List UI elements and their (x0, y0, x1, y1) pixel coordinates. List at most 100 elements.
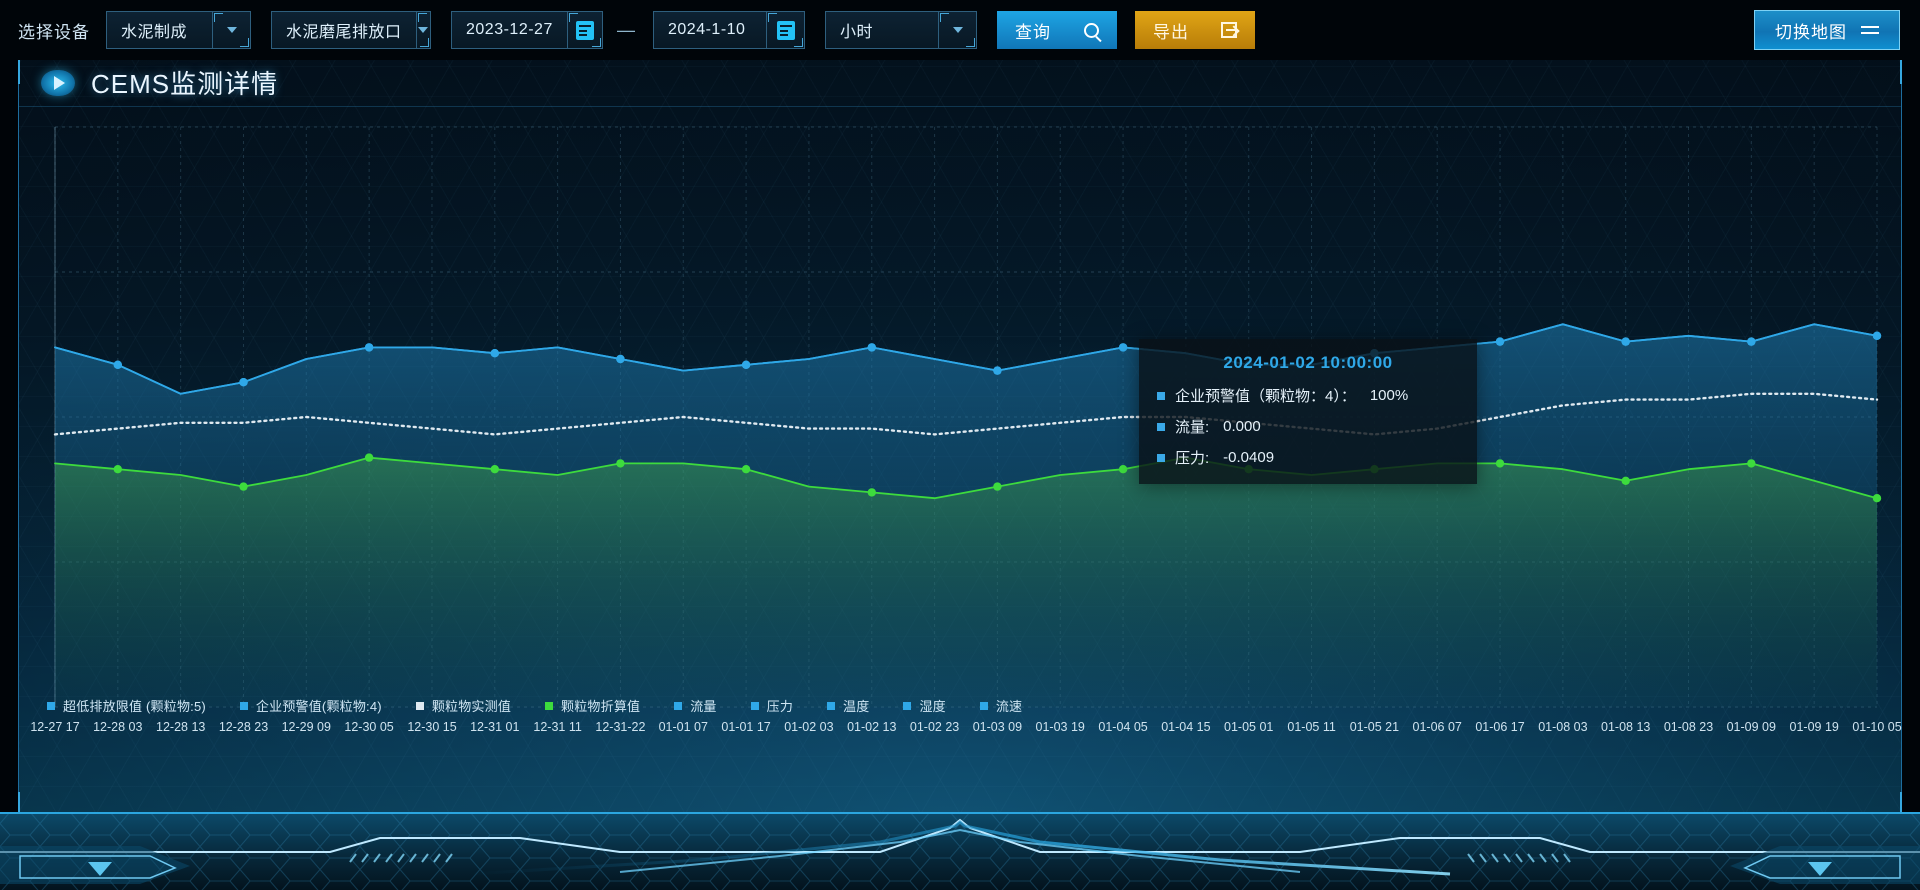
x-axis-tick-label: 01-05 11 (1287, 720, 1335, 734)
query-button-label: 查询 (1015, 22, 1051, 42)
end-date-input[interactable]: 2024-1-10 (653, 11, 805, 49)
data-point (1621, 476, 1630, 485)
x-axis-tick-label: 12-28 13 (156, 720, 205, 734)
legend-item[interactable]: 温度 (827, 696, 869, 715)
x-axis-tick-label: 12-30 15 (407, 720, 456, 734)
switch-map-button[interactable]: 切换地图 (1754, 10, 1900, 50)
legend-item[interactable]: 颗粒物实测值 (415, 696, 512, 715)
tooltip-row: 压力: -0.0409 (1157, 447, 1459, 468)
data-point (113, 360, 123, 369)
cems-detail-panel: CEMS监测详情 12-27 17 12-28 03 12-28 13 12-28 2… (18, 58, 1903, 819)
play-icon (41, 69, 75, 96)
hud-svg (0, 812, 1920, 890)
legend-item[interactable]: 流量 (674, 696, 716, 715)
legend-label: 流速 (995, 699, 1023, 714)
legend-marker (674, 701, 683, 710)
end-date-value: 2024-1-10 (668, 21, 746, 38)
x-axis-tick-label: 01-04 15 (1161, 720, 1210, 734)
legend-label: 温度 (843, 699, 870, 714)
data-point (1747, 459, 1756, 468)
chevron-down-icon[interactable] (938, 12, 976, 48)
data-point (993, 366, 1002, 375)
data-point (239, 378, 248, 387)
legend-item[interactable]: 颗粒物折算值 (545, 696, 640, 715)
query-button[interactable]: 查询 (997, 11, 1117, 49)
switch-map-label: 切换地图 (1775, 22, 1847, 42)
calendar-icon[interactable] (766, 12, 804, 48)
outlet-select[interactable]: 水泥磨尾排放口 (271, 11, 431, 49)
chart-x-labels: 12-27 17 12-28 03 12-28 13 12-28 23 12-29 09… (30, 720, 1901, 734)
x-axis-tick-label: 01-01 07 (659, 720, 708, 734)
chevron-down-icon[interactable] (415, 12, 430, 48)
chart-svg: 12-27 17 12-28 03 12-28 13 12-28 23 12-29 09… (30, 126, 1902, 734)
data-point (1495, 459, 1505, 468)
tooltip-row-value: 0.000 (1223, 418, 1261, 435)
data-point (1747, 337, 1756, 346)
swap-icon (1861, 23, 1879, 37)
legend-label: 颗粒物折算值 (561, 699, 641, 714)
export-button[interactable]: 导出 (1135, 11, 1255, 49)
x-axis-tick-label: 12-27 17 (30, 720, 79, 734)
tooltip-row: 企业预警值（颗粒物：4）： 100% (1157, 385, 1459, 406)
legend-item[interactable]: 超低排放限值 (颗粒物:5) (47, 696, 206, 715)
x-axis-tick-label: 01-02 23 (910, 720, 959, 734)
device-select[interactable]: 水泥制成 (106, 11, 251, 49)
data-point (490, 349, 499, 358)
calendar-icon[interactable] (566, 12, 602, 48)
legend-marker (750, 701, 759, 710)
data-point (993, 482, 1002, 491)
bottom-hud-decoration (0, 812, 1920, 890)
x-axis-tick-label: 01-03 19 (1036, 720, 1085, 734)
x-axis-tick-label: 01-02 13 (847, 720, 896, 734)
legend-marker (545, 701, 554, 710)
x-axis-tick-label: 12-28 23 (219, 720, 268, 734)
legend-marker (415, 701, 424, 710)
data-point (1495, 337, 1505, 346)
legend-marker (47, 701, 55, 710)
x-axis-tick-label: 01-08 13 (1601, 720, 1650, 734)
export-button-label: 导出 (1153, 22, 1189, 42)
x-axis-tick-label: 01-04 05 (1098, 720, 1147, 734)
legend-marker (827, 701, 836, 710)
x-axis-tick-label: 01-05 21 (1350, 720, 1399, 734)
x-axis-tick-label: 01-09 19 (1790, 720, 1839, 734)
data-point (741, 465, 751, 474)
data-point (616, 354, 625, 364)
x-axis-tick-label: 01-09 09 (1727, 720, 1776, 734)
select-device-label: 选择设备 (18, 22, 90, 42)
start-date-value: 2023-12-27 (466, 21, 553, 38)
data-point (239, 482, 248, 491)
tooltip-row-label: 流量: (1175, 419, 1210, 436)
interval-select[interactable]: 小时 (825, 11, 977, 49)
legend-item[interactable]: 湿度 (903, 696, 946, 715)
cems-chart[interactable]: 12-27 17 12-28 03 12-28 13 12-28 23 12-29 09… (19, 107, 1903, 819)
legend-label: 颗粒物实测值 (431, 699, 512, 714)
chart-series (53, 323, 1882, 707)
data-point (1872, 331, 1882, 340)
tooltip-series-marker (1157, 391, 1165, 400)
interval-select-value: 小时 (840, 24, 874, 41)
device-select-value: 水泥制成 (121, 24, 188, 41)
legend-item[interactable]: 压力 (750, 696, 793, 715)
legend-item[interactable]: 流速 (979, 696, 1023, 715)
data-point (867, 488, 876, 497)
panel-header: CEMS监测详情 (19, 58, 1903, 107)
legend-item[interactable]: 企业预警值(颗粒物:4) (239, 696, 382, 715)
data-point (1621, 337, 1630, 346)
chart-series-3 (54, 453, 1882, 707)
date-range-separator: — (617, 19, 635, 40)
x-axis-tick-label: 12-31 11 (533, 720, 581, 734)
data-point (364, 343, 374, 352)
x-axis-tick-label: 01-08 23 (1664, 720, 1713, 734)
legend-marker (239, 701, 248, 710)
legend-label: 湿度 (919, 699, 946, 714)
x-axis-tick-label: 12-30 05 (344, 720, 393, 734)
start-date-input[interactable]: 2023-12-27 (451, 11, 603, 49)
chart-series-2 (53, 392, 1879, 436)
tooltip-row-label: 企业预警值（颗粒物：4）： (1175, 388, 1356, 405)
data-point (1118, 343, 1128, 352)
tooltip-row-label: 压力: (1175, 450, 1210, 467)
data-point (741, 360, 751, 369)
chevron-down-icon[interactable] (212, 12, 250, 48)
legend-marker (979, 701, 988, 710)
